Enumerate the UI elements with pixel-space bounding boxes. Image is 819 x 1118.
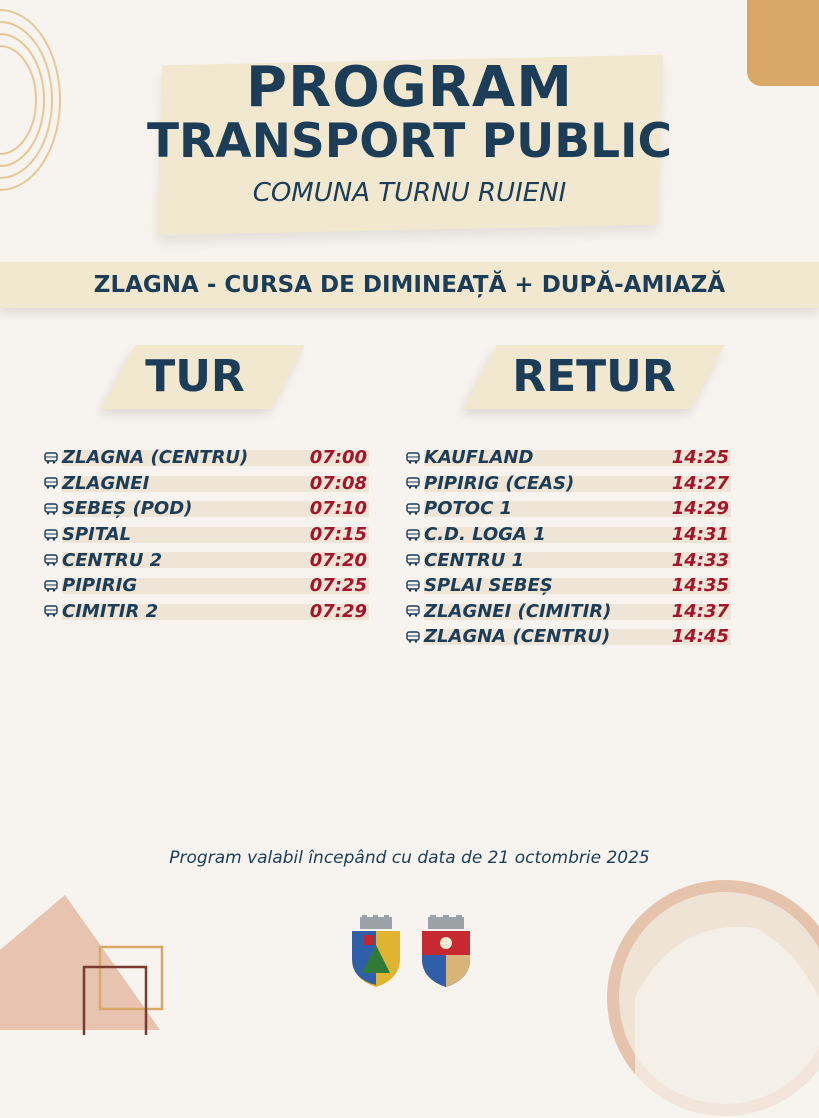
tur-stop-row: ZLAGNEI 07:08 xyxy=(44,471,369,497)
stop-time: 07:25 xyxy=(309,575,367,597)
stop-name: SPITAL xyxy=(62,524,132,546)
retur-stop-row: CENTRU 1 14:33 xyxy=(406,547,731,573)
stop-name: SPLAI SEBEȘ xyxy=(424,575,553,597)
commune-crest-icon xyxy=(352,915,400,987)
route-banner-background xyxy=(0,262,819,308)
stop-name: C.D. LOGA 1 xyxy=(424,524,546,546)
page-subtitle: COMUNA TURNU RUIENI xyxy=(252,178,567,208)
stop-time: 14:37 xyxy=(671,600,729,622)
bus-icon xyxy=(406,605,420,618)
tur-stop-row: PIPIRIG 07:25 xyxy=(44,573,369,599)
retur-heading: RETUR xyxy=(512,351,676,402)
row-stripe xyxy=(62,603,369,620)
stop-time: 07:15 xyxy=(309,524,367,546)
stop-time: 14:29 xyxy=(671,498,729,520)
row-stripe xyxy=(424,450,731,466)
tur-stop-row: SEBEȘ (POD) 07:10 xyxy=(44,496,369,522)
stop-name: PIPIRIG xyxy=(62,575,138,597)
retur-stop-row: ZLAGNA (CENTRU) 14:45 xyxy=(406,624,731,650)
county-crest-icon xyxy=(422,915,470,987)
stop-time: 07:00 xyxy=(309,447,367,469)
row-stripe xyxy=(424,629,731,646)
row-stripe xyxy=(62,475,369,492)
page-title-line2: TRANSPORT PUBLIC xyxy=(146,114,673,169)
stop-name: ZLAGNEI (CIMITIR) xyxy=(424,600,612,622)
stop-name: ZLAGNA (CENTRU) xyxy=(62,447,249,469)
row-stripe xyxy=(62,526,369,543)
stop-time: 14:33 xyxy=(671,549,729,571)
row-stripe xyxy=(424,501,731,518)
row-stripe xyxy=(62,450,369,466)
stop-name: CENTRU 2 xyxy=(62,549,163,571)
decorative-circle xyxy=(607,880,819,1118)
stop-name: PIPIRIG (CEAS) xyxy=(424,472,575,494)
retur-stop-row: ZLAGNEI (CIMITIR) 14:37 xyxy=(406,599,731,625)
stop-time: 14:25 xyxy=(671,447,729,469)
row-stripe xyxy=(424,577,731,594)
decorative-triangle xyxy=(0,895,160,1030)
bus-icon xyxy=(44,477,58,490)
stop-name: CENTRU 1 xyxy=(424,549,525,571)
row-stripe xyxy=(424,552,731,569)
bus-icon xyxy=(406,452,420,464)
retur-stop-row: SPLAI SEBEȘ 14:35 xyxy=(406,573,731,599)
bus-icon xyxy=(406,631,420,643)
decorative-frames xyxy=(82,945,164,1035)
stop-name: POTOC 1 xyxy=(424,498,513,520)
tur-heading: TUR xyxy=(145,351,245,402)
decorative-arcs xyxy=(0,9,61,191)
row-stripe xyxy=(424,475,731,492)
validity-note: Program valabil începând cu data de 21 o… xyxy=(169,848,650,868)
stop-name: SEBEȘ (POD) xyxy=(62,498,193,520)
retur-stop-row: PIPIRIG (CEAS) 14:27 xyxy=(406,471,731,497)
bus-icon xyxy=(406,554,420,566)
stop-time: 14:31 xyxy=(671,524,729,546)
stop-time: 14:45 xyxy=(671,626,729,648)
row-stripe xyxy=(62,501,369,518)
tur-stop-row: CIMITIR 2 07:29 xyxy=(44,599,369,625)
stop-name: ZLAGNA (CENTRU) xyxy=(424,626,611,648)
retur-stop-row: C.D. LOGA 1 14:31 xyxy=(406,522,731,548)
stop-name: CIMITIR 2 xyxy=(62,600,159,622)
stop-time: 14:27 xyxy=(671,472,729,494)
bus-icon xyxy=(406,528,420,541)
stop-time: 07:10 xyxy=(309,498,367,520)
row-stripe xyxy=(424,526,731,543)
bus-icon xyxy=(406,580,420,592)
bus-icon xyxy=(44,554,58,566)
bus-icon xyxy=(44,528,58,541)
row-stripe xyxy=(62,552,369,569)
retur-stop-row: KAUFLAND 14:25 xyxy=(406,445,731,471)
tur-stop-row: SPITAL 07:15 xyxy=(44,522,369,548)
stop-name: KAUFLAND xyxy=(424,447,534,469)
bus-icon xyxy=(406,477,420,490)
retur-stop-row: POTOC 1 14:29 xyxy=(406,496,731,522)
row-stripe xyxy=(424,603,731,620)
page-title-line1: PROGRAM xyxy=(246,55,573,120)
bus-icon xyxy=(44,452,58,464)
stop-time: 07:20 xyxy=(309,549,367,571)
stop-time: 07:08 xyxy=(309,472,367,494)
retur-schedule: KAUFLAND 14:25 PIPIRIG (CEAS) 14:27 POTOC 1 1… xyxy=(406,445,731,650)
route-banner: ZLAGNA - CURSA DE DIMINEAȚĂ + DUPĂ-AMIAZ… xyxy=(93,272,726,298)
tur-stop-row: CENTRU 2 07:20 xyxy=(44,547,369,573)
stop-time: 14:35 xyxy=(671,575,729,597)
bus-icon xyxy=(406,503,420,515)
bus-icon xyxy=(44,605,58,618)
row-stripe xyxy=(62,577,369,594)
bus-icon xyxy=(44,503,58,515)
stop-name: ZLAGNEI xyxy=(62,472,150,494)
bus-icon xyxy=(44,580,58,592)
tur-stop-row: ZLAGNA (CENTRU) 07:00 xyxy=(44,445,369,471)
stop-time: 07:29 xyxy=(309,600,367,622)
decorative-corner-square xyxy=(747,0,819,86)
tur-schedule: ZLAGNA (CENTRU) 07:00 ZLAGNEI 07:08 SEBEȘ (P… xyxy=(44,445,369,624)
